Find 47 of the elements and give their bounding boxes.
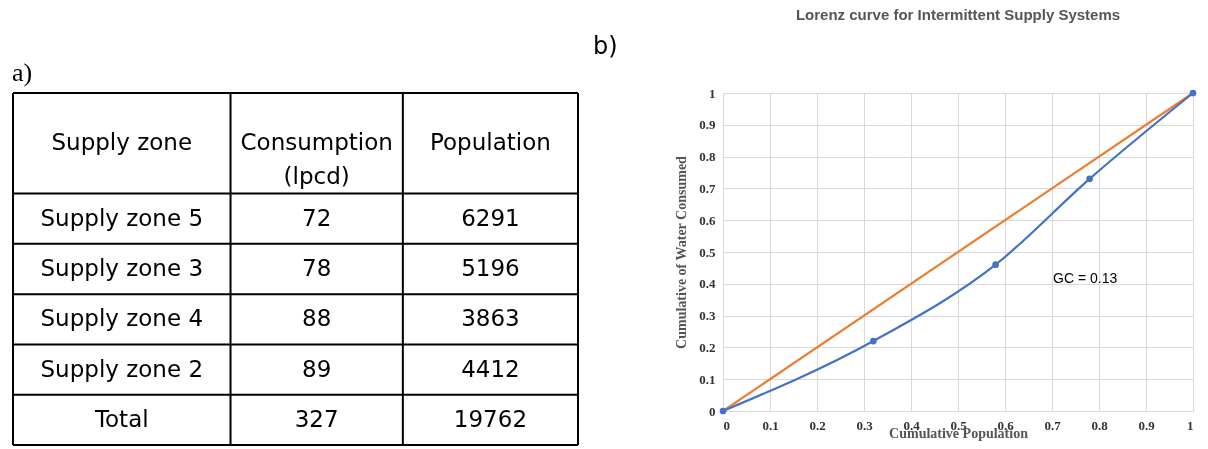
category-label: Supply zone 2: [40, 355, 204, 382]
y-tick-label: 0.2: [699, 339, 716, 355]
y-tick-label: 0.4: [699, 276, 716, 292]
text: 327: [294, 405, 339, 432]
y-tick-label: 0.6: [699, 212, 716, 228]
x-tick-label: 0: [723, 417, 730, 433]
data-label: 78: [302, 255, 332, 281]
y-tick-label: 1: [709, 85, 716, 101]
category-label: Supply zone 5: [40, 204, 204, 231]
text: a): [12, 58, 33, 87]
data-label: 6291: [461, 204, 520, 231]
x-tick-label: 0.2: [809, 417, 826, 433]
data-label: 89: [302, 355, 332, 382]
point: [719, 407, 727, 415]
y-tick-label: 0.7: [699, 180, 716, 196]
x-tick-label: 0.9: [1138, 417, 1156, 433]
x-tick-label: 0.3: [856, 417, 874, 433]
text: b): [593, 32, 618, 60]
y-tick-label: 0.5: [699, 244, 716, 260]
x-tick-label: 0.1: [762, 417, 779, 433]
category-label: Supply zone 4: [40, 305, 204, 332]
text: Population: [430, 129, 551, 156]
data-label: 5196: [461, 255, 520, 281]
point: [1189, 89, 1197, 97]
text: Consumption (lpcd): [240, 129, 393, 190]
y-tick-label: 0: [709, 403, 716, 419]
x-tick-label: 0.8: [1091, 417, 1109, 433]
category-label: Supply zone 3: [40, 255, 204, 281]
x-tick-label: 0.7: [1044, 417, 1062, 433]
text: 19762: [453, 405, 528, 432]
y-tick-label: 0.9: [699, 117, 716, 133]
text: Total: [93, 405, 149, 432]
data-label: 4412: [461, 355, 520, 382]
x-tick-label: 1: [1187, 417, 1194, 433]
data-label: 88: [302, 305, 332, 332]
annotation: GC = 0.13: [1053, 270, 1118, 286]
data-label: 3863: [461, 305, 520, 332]
y-tick-label: 0.1: [699, 371, 716, 387]
y-axis-title: Cumulative of Water Consumed: [674, 155, 690, 349]
text: Supply zone: [51, 129, 193, 156]
point: [992, 261, 999, 269]
point: [1086, 175, 1093, 183]
data-label: 72: [302, 204, 332, 231]
y-tick-label: 0.3: [699, 308, 716, 324]
point: [870, 337, 877, 345]
y-tick-label: 0.8: [699, 149, 716, 165]
chart-title: Lorenz curve for Intermittent Supply Systems: [795, 6, 1121, 23]
